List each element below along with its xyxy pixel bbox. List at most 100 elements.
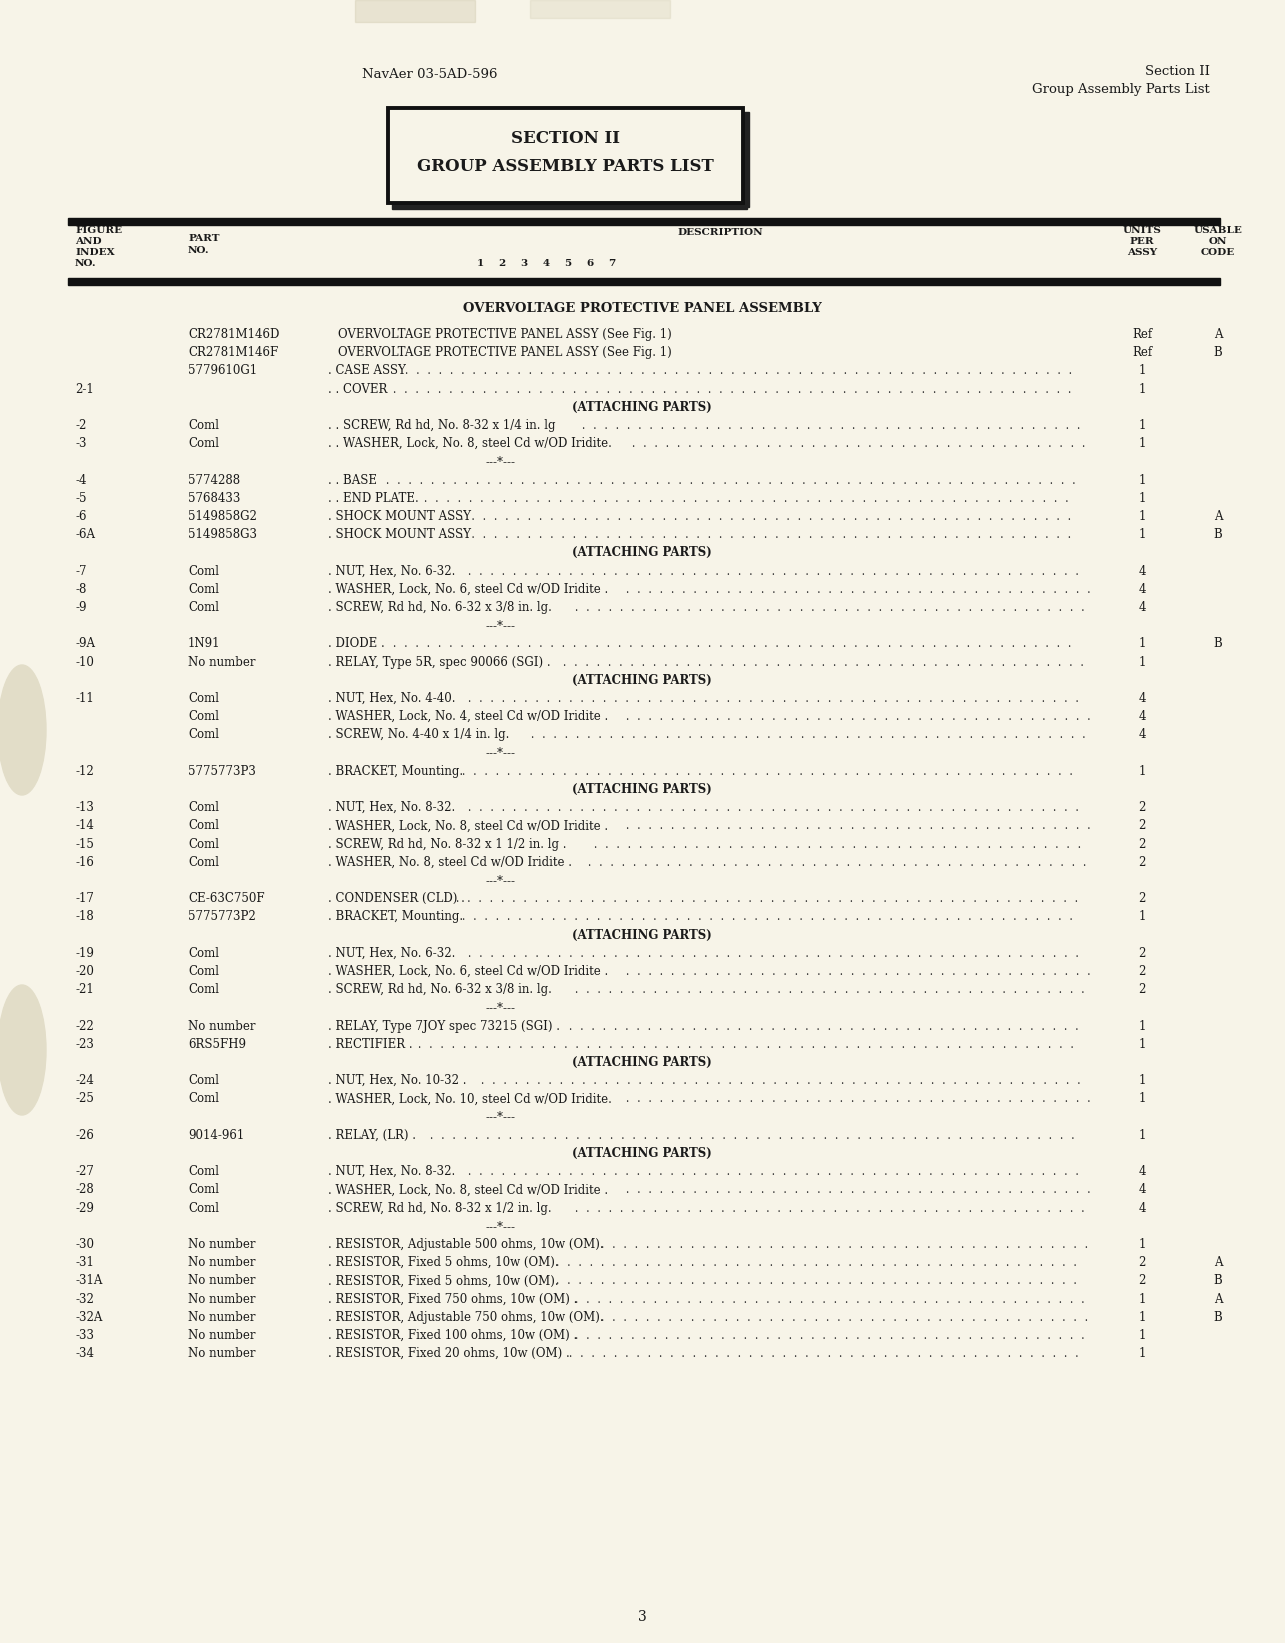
Text: . RESISTOR, Adjustable 750 ohms, 10w (OM).: . RESISTOR, Adjustable 750 ohms, 10w (OM… [328,1311,604,1324]
Text: -15: -15 [75,838,94,851]
Text: -10: -10 [75,656,94,669]
Text: . SCREW, Rd hd, No. 6-32 x 3/8 in. lg.: . SCREW, Rd hd, No. 6-32 x 3/8 in. lg. [328,601,551,614]
Text: OVERVOLTAGE PROTECTIVE PANEL ASSY (See Fig. 1): OVERVOLTAGE PROTECTIVE PANEL ASSY (See F… [338,329,672,342]
Text: -11: -11 [75,692,94,705]
Text: 2: 2 [1139,946,1146,960]
Text: . WASHER, No. 8, steel Cd w/OD Iridite .: . WASHER, No. 8, steel Cd w/OD Iridite . [328,856,572,869]
Text: FIGURE: FIGURE [75,227,122,235]
Text: -3: -3 [75,437,86,450]
Text: -19: -19 [75,946,94,960]
Text: CR2781M146D: CR2781M146D [188,329,279,342]
Text: 4: 4 [1139,1165,1146,1178]
Text: 2: 2 [1139,964,1146,978]
Text: 1: 1 [1139,1093,1146,1106]
Text: 5775773P2: 5775773P2 [188,910,256,923]
Text: .  .  .  .  .  .  .  .  .  .  .  .  .  .  .  .  .  .  .  .  .  .  .  .  .  .  . : . . . . . . . . . . . . . . . . . . . . … [628,437,1090,450]
Text: .  .  .  .  .  .  .  .  .  .  .  .  .  .  .  .  .  .  .  .  .  .  .  .  .  .  . : . . . . . . . . . . . . . . . . . . . . … [414,1038,1078,1052]
Text: -31A: -31A [75,1275,103,1288]
Text: . . COVER: . . COVER [328,383,387,396]
Text: ASSY: ASSY [1127,248,1156,256]
Text: -30: -30 [75,1237,94,1250]
Text: NO.: NO. [188,246,209,255]
Text: OVERVOLTAGE PROTECTIVE PANEL ASSEMBLY: OVERVOLTAGE PROTECTIVE PANEL ASSEMBLY [463,302,821,315]
Ellipse shape [0,986,46,1116]
Text: 1: 1 [1139,764,1146,777]
Text: .  .  .  .  .  .  .  .  .  .  .  .  .  .  .  .  .  .  .  .  .  .  .  .  .  .  . : . . . . . . . . . . . . . . . . . . . . … [583,856,1090,869]
Text: 2: 2 [1139,856,1146,869]
Text: . SCREW, Rd hd, No. 8-32 x 1 1/2 in. lg .: . SCREW, Rd hd, No. 8-32 x 1 1/2 in. lg … [328,838,567,851]
Text: Group Assembly Parts List: Group Assembly Parts List [1032,84,1210,95]
Text: -28: -28 [75,1183,94,1196]
Text: . SHOCK MOUNT ASSY: . SHOCK MOUNT ASSY [328,509,472,522]
Text: . SCREW, Rd hd, No. 6-32 x 3/8 in. lg.: . SCREW, Rd hd, No. 6-32 x 3/8 in. lg. [328,983,551,996]
Text: .  .  .  .  .  .  .  .  .  .  .  .  .  .  .  .  .  .  .  .  .  .  .  .  .  .  . : . . . . . . . . . . . . . . . . . . . . … [572,1201,1088,1214]
Text: ---*---: ---*--- [484,874,515,887]
Text: 3: 3 [637,1610,646,1623]
Text: .  .  .  .  .  .  .  .  .  .  .  .  .  .  .  .  .  .  .  .  .  .  .  .  .  .  . : . . . . . . . . . . . . . . . . . . . . … [622,964,1095,978]
Text: 1: 1 [1139,1020,1146,1032]
Text: Coml: Coml [188,601,218,614]
Text: -14: -14 [75,820,94,833]
Text: 1: 1 [1139,383,1146,396]
Text: Ref: Ref [1132,347,1153,360]
Text: .  .  .  .  .  .  .  .  .  .  .  .  .  .  .  .  .  .  .  .  .  .  .  .  .  .  . : . . . . . . . . . . . . . . . . . . . . … [452,892,1082,905]
Text: 6: 6 [586,260,594,268]
Text: -34: -34 [75,1347,94,1360]
Text: 3: 3 [520,260,528,268]
Text: 1: 1 [1139,637,1146,651]
Text: (ATTACHING PARTS): (ATTACHING PARTS) [572,674,712,687]
Text: Coml: Coml [188,856,218,869]
Text: B: B [1213,637,1222,651]
Bar [392,204,747,209]
Text: . DIODE .: . DIODE . [328,637,384,651]
Bar [68,278,1219,284]
Text: Section II: Section II [1145,66,1210,77]
Text: Coml: Coml [188,1075,218,1088]
Text: .  .  .  .  .  .  .  .  .  .  .  .  .  .  .  .  .  .  .  .  .  .  .  .  .  .  . : . . . . . . . . . . . . . . . . . . . . … [596,1311,1091,1324]
Text: . SHOCK MOUNT ASSY: . SHOCK MOUNT ASSY [328,527,472,541]
Text: 1N91: 1N91 [188,637,221,651]
Text: A: A [1214,329,1222,342]
Text: No number: No number [188,656,256,669]
Text: (ATTACHING PARTS): (ATTACHING PARTS) [572,784,712,795]
Text: .  .  .  .  .  .  .  .  .  .  .  .  .  .  .  .  .  .  .  .  .  .  .  .  .  .  . : . . . . . . . . . . . . . . . . . . . . … [553,1257,1081,1268]
Text: .  .  .  .  .  .  .  .  .  .  .  .  .  .  .  .  .  .  .  .  .  .  .  .  .  .  . : . . . . . . . . . . . . . . . . . . . . … [388,637,1076,651]
Text: 9014-961: 9014-961 [188,1129,244,1142]
Text: . NUT, Hex, No. 4-40.: . NUT, Hex, No. 4-40. [328,692,455,705]
Text: AND: AND [75,237,102,246]
Text: . RESISTOR, Fixed 100 ohms, 10w (OM) .: . RESISTOR, Fixed 100 ohms, 10w (OM) . [328,1329,577,1342]
Text: 4: 4 [542,260,550,268]
Text: .  .  .  .  .  .  .  .  .  .  .  .  .  .  .  .  .  .  .  .  .  .  .  .  .  .  . : . . . . . . . . . . . . . . . . . . . . … [464,1165,1083,1178]
Text: -12: -12 [75,764,94,777]
Text: No number: No number [188,1311,256,1324]
Text: . NUT, Hex, No. 8-32.: . NUT, Hex, No. 8-32. [328,1165,455,1178]
Text: 1: 1 [1139,1237,1146,1250]
Text: Coml: Coml [188,583,218,596]
Text: B: B [1213,1275,1222,1288]
Text: -16: -16 [75,856,94,869]
Ellipse shape [0,665,46,795]
Text: -6: -6 [75,509,86,522]
Text: .  .  .  .  .  .  .  .  .  .  .  .  .  .  .  .  .  .  .  .  .  .  .  .  .  .  . : . . . . . . . . . . . . . . . . . . . . … [401,365,1077,378]
Text: .  .  .  .  .  .  .  .  .  .  .  .  .  .  .  .  .  .  .  .  .  .  .  .  .  .  . : . . . . . . . . . . . . . . . . . . . . … [572,983,1088,996]
Text: -9A: -9A [75,637,95,651]
Text: ---*---: ---*--- [484,1219,515,1232]
Text: . WASHER, Lock, No. 8, steel Cd w/OD Iridite .: . WASHER, Lock, No. 8, steel Cd w/OD Iri… [328,820,608,833]
Text: .  .  .  .  .  .  .  .  .  .  .  .  .  .  .  .  .  .  .  .  .  .  .  .  .  .  . : . . . . . . . . . . . . . . . . . . . . … [622,820,1095,833]
Text: 5774288: 5774288 [188,473,240,486]
Text: 1: 1 [477,260,483,268]
Bar [355,0,475,21]
Text: PART: PART [188,233,220,243]
Text: .  .  .  .  .  .  .  .  .  .  .  .  .  .  .  .  .  .  .  .  .  .  .  .  .  .  . : . . . . . . . . . . . . . . . . . . . . … [622,1093,1095,1106]
Text: 5149858G3: 5149858G3 [188,527,257,541]
Text: Ref: Ref [1132,329,1153,342]
Text: .  .  .  .  .  .  .  .  .  .  .  .  .  .  .  .  .  .  .  .  .  .  .  .  .  .  . : . . . . . . . . . . . . . . . . . . . . … [565,1020,1082,1032]
Text: .  .  .  .  .  .  .  .  .  .  .  .  .  .  .  .  .  .  .  .  .  .  .  .  .  .  . : . . . . . . . . . . . . . . . . . . . . … [427,1129,1079,1142]
Text: 1: 1 [1139,1075,1146,1088]
Text: No number: No number [188,1020,256,1032]
Text: . SCREW, No. 4-40 x 1/4 in. lg.: . SCREW, No. 4-40 x 1/4 in. lg. [328,728,509,741]
Text: NO.: NO. [75,260,96,268]
Text: . RESISTOR, Fixed 5 ohms, 10w (OM).: . RESISTOR, Fixed 5 ohms, 10w (OM). [328,1257,559,1268]
Text: 1: 1 [1139,437,1146,450]
Text: -20: -20 [75,964,94,978]
